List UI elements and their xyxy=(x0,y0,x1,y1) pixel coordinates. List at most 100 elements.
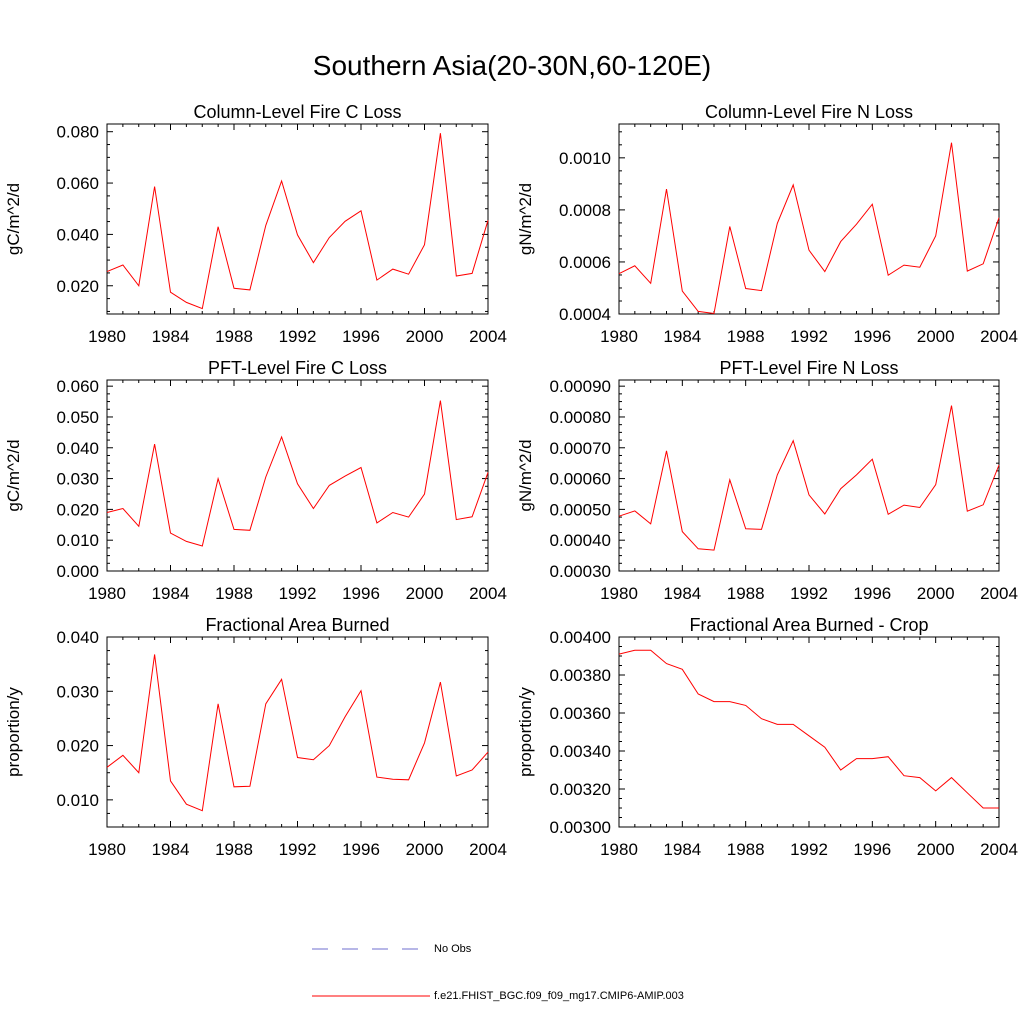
y-tick-label: 0.00380 xyxy=(550,666,611,685)
y-tick-label: 0.060 xyxy=(56,174,99,193)
x-tick-label: 1992 xyxy=(790,327,828,346)
chart-panel-4: 1980 1984 1988 1992 1996 2000 2004 0.00030 0.000… xyxy=(516,358,1018,603)
x-tick-label: 1996 xyxy=(342,584,380,603)
y-tick-label: 0.040 xyxy=(56,628,99,647)
y-axis-label: gN/m^2/d xyxy=(516,183,535,255)
y-axis-label: gC/m^2/d xyxy=(4,183,23,255)
y-tick-label: 0.020 xyxy=(56,277,99,296)
chart-panel-5: 1980 1984 1988 1992 1996 2000 2004 0.010 0.020 0.… xyxy=(4,615,507,859)
x-tick-label: 1988 xyxy=(215,840,253,859)
series-line xyxy=(106,133,489,310)
x-tick-label: 2000 xyxy=(406,840,444,859)
y-tick-label: 0.0006 xyxy=(559,253,611,272)
x-tick-label: 2004 xyxy=(980,840,1018,859)
series-line xyxy=(618,142,1000,315)
y-axis-label: gC/m^2/d xyxy=(4,439,23,511)
series-line xyxy=(106,654,489,812)
y-tick-label: 0.020 xyxy=(56,500,99,519)
x-tick-label: 1980 xyxy=(88,327,126,346)
x-tick-label: 2004 xyxy=(980,327,1018,346)
x-tick-label: 2000 xyxy=(917,584,955,603)
x-tick-label: 2004 xyxy=(469,327,507,346)
x-tick-label: 2000 xyxy=(917,327,955,346)
y-tick-label: 0.00340 xyxy=(550,742,611,761)
y-axis-label: proportion/y xyxy=(516,687,535,777)
x-tick-label: 1996 xyxy=(853,327,891,346)
x-tick-label: 1988 xyxy=(727,840,765,859)
series-line xyxy=(106,400,489,547)
x-tick-label: 1996 xyxy=(342,327,380,346)
x-tick-label: 1984 xyxy=(663,327,701,346)
y-tick-label: 0.00050 xyxy=(550,500,611,519)
chart-panel-6: 1980 1984 1988 1992 1996 2000 2004 0.00300 0.003… xyxy=(516,615,1018,859)
x-tick-label: 2004 xyxy=(469,584,507,603)
series-line xyxy=(618,649,999,809)
x-tick-label: 1988 xyxy=(215,584,253,603)
y-tick-label: 0.030 xyxy=(56,470,99,489)
x-tick-label: 2004 xyxy=(980,584,1018,603)
x-tick-label: 2000 xyxy=(406,584,444,603)
chart-panel-2: 1980 1984 1988 1992 1996 2000 2004 0.0004 0.0006… xyxy=(516,102,1018,346)
y-tick-label: 0.00320 xyxy=(550,780,611,799)
y-tick-label: 0.00040 xyxy=(550,531,611,550)
y-tick-label: 0.050 xyxy=(56,408,99,427)
x-tick-label: 1984 xyxy=(663,840,701,859)
y-tick-label: 0.060 xyxy=(56,377,99,396)
x-tick-label: 1996 xyxy=(342,840,380,859)
y-tick-label: 0.00060 xyxy=(550,470,611,489)
x-tick-label: 1992 xyxy=(790,840,828,859)
x-tick-label: 1984 xyxy=(152,840,190,859)
y-tick-label: 0.0004 xyxy=(559,305,611,324)
y-tick-label: 0.00070 xyxy=(550,439,611,458)
y-tick-label: 0.000 xyxy=(56,562,99,581)
y-tick-label: 0.010 xyxy=(56,531,99,550)
series-line xyxy=(618,405,1000,551)
x-tick-label: 1980 xyxy=(88,840,126,859)
panel-title: Column-Level Fire N Loss xyxy=(705,102,913,122)
y-tick-label: 0.00090 xyxy=(550,377,611,396)
x-tick-label: 1980 xyxy=(600,840,638,859)
panel-title: PFT-Level Fire C Loss xyxy=(208,358,387,378)
y-tick-label: 0.00400 xyxy=(550,628,611,647)
y-tick-label: 0.030 xyxy=(56,682,99,701)
x-tick-label: 1988 xyxy=(727,327,765,346)
panel-title: Fractional Area Burned - Crop xyxy=(689,615,928,635)
x-tick-label: 1996 xyxy=(853,840,891,859)
main-title: Southern Asia(20-30N,60-120E) xyxy=(312,50,712,81)
x-tick-label: 1992 xyxy=(279,840,317,859)
x-tick-label: 1980 xyxy=(88,584,126,603)
x-tick-label: 1980 xyxy=(600,327,638,346)
y-axis-label: proportion/y xyxy=(4,687,23,777)
y-tick-label: 0.040 xyxy=(56,225,99,244)
panel-title: Fractional Area Burned xyxy=(205,615,389,635)
y-tick-label: 0.020 xyxy=(56,737,99,756)
x-tick-label: 1988 xyxy=(215,327,253,346)
y-tick-label: 0.00080 xyxy=(550,408,611,427)
y-tick-label: 0.0008 xyxy=(559,201,611,220)
x-tick-label: 1988 xyxy=(727,584,765,603)
chart-panel-1: 1980 1984 1988 1992 1996 2000 2004 0.020 0.040 0.… xyxy=(4,102,507,346)
y-axis-label: gN/m^2/d xyxy=(516,439,535,511)
y-tick-label: 0.00030 xyxy=(550,562,611,581)
y-tick-label: 0.040 xyxy=(56,439,99,458)
y-tick-label: 0.00360 xyxy=(550,704,611,723)
legend-obs-label: No Obs xyxy=(434,943,472,955)
legend-model-label: f.e21.FHIST_BGC.f09_f09_mg17.CMIP6-AMIP.… xyxy=(434,990,684,1002)
x-tick-label: 1980 xyxy=(600,584,638,603)
x-tick-label: 2000 xyxy=(406,327,444,346)
x-tick-label: 1992 xyxy=(279,327,317,346)
x-tick-label: 1984 xyxy=(152,327,190,346)
x-tick-label: 1984 xyxy=(152,584,190,603)
chart-panel-3: 1980 1984 1988 1992 1996 2000 2004 0.000 0.010 0.… xyxy=(4,358,507,603)
y-tick-label: 0.00300 xyxy=(550,818,611,837)
y-tick-label: 0.080 xyxy=(56,123,99,142)
x-tick-label: 1992 xyxy=(279,584,317,603)
x-tick-label: 1984 xyxy=(663,584,701,603)
panel-title: Column-Level Fire C Loss xyxy=(193,102,401,122)
y-tick-label: 0.0010 xyxy=(559,149,611,168)
x-tick-label: 1992 xyxy=(790,584,828,603)
y-tick-label: 0.010 xyxy=(56,791,99,810)
x-tick-label: 2004 xyxy=(469,840,507,859)
